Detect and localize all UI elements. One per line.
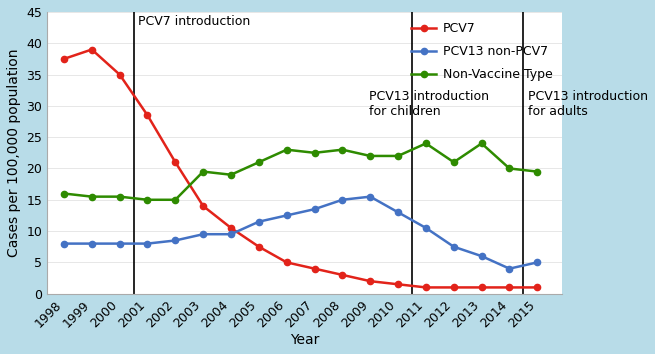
X-axis label: Year: Year bbox=[290, 333, 320, 347]
PCV7 bbox=[394, 282, 402, 286]
PCV13 non-PCV7 bbox=[88, 241, 96, 246]
PCV13 non-PCV7 bbox=[310, 207, 318, 211]
Non-Vaccine Type bbox=[394, 154, 402, 158]
Text: PCV7 introduction: PCV7 introduction bbox=[138, 15, 250, 28]
PCV7 bbox=[310, 267, 318, 271]
PCV13 non-PCV7 bbox=[477, 254, 485, 258]
PCV7 bbox=[339, 273, 346, 277]
Non-Vaccine Type bbox=[143, 198, 151, 202]
Non-Vaccine Type bbox=[310, 151, 318, 155]
PCV13 non-PCV7 bbox=[227, 232, 235, 236]
PCV13 non-PCV7 bbox=[533, 260, 541, 264]
Text: PCV13 introduction
for adults: PCV13 introduction for adults bbox=[527, 90, 648, 118]
PCV7 bbox=[477, 285, 485, 290]
PCV13 non-PCV7 bbox=[339, 198, 346, 202]
PCV7 bbox=[450, 285, 458, 290]
Non-Vaccine Type bbox=[88, 194, 96, 199]
PCV7 bbox=[366, 279, 374, 283]
PCV13 non-PCV7 bbox=[199, 232, 207, 236]
Non-Vaccine Type bbox=[366, 154, 374, 158]
PCV7 bbox=[60, 57, 68, 61]
PCV13 non-PCV7 bbox=[60, 241, 68, 246]
PCV7 bbox=[116, 73, 124, 77]
Non-Vaccine Type bbox=[172, 198, 179, 202]
Non-Vaccine Type bbox=[533, 170, 541, 174]
Text: PCV13 introduction
for children: PCV13 introduction for children bbox=[369, 90, 489, 118]
PCV7 bbox=[172, 160, 179, 164]
PCV7 bbox=[255, 245, 263, 249]
Non-Vaccine Type bbox=[339, 148, 346, 152]
PCV13 non-PCV7 bbox=[172, 238, 179, 242]
PCV7 bbox=[227, 226, 235, 230]
Non-Vaccine Type bbox=[227, 173, 235, 177]
Non-Vaccine Type bbox=[255, 160, 263, 164]
Non-Vaccine Type bbox=[506, 166, 514, 171]
PCV13 non-PCV7 bbox=[116, 241, 124, 246]
PCV7 bbox=[506, 285, 514, 290]
Non-Vaccine Type bbox=[450, 160, 458, 164]
PCV7 bbox=[143, 113, 151, 118]
PCV7 bbox=[283, 260, 291, 264]
PCV7 bbox=[88, 47, 96, 52]
PCV7 bbox=[422, 285, 430, 290]
PCV13 non-PCV7 bbox=[143, 241, 151, 246]
PCV13 non-PCV7 bbox=[255, 219, 263, 224]
Non-Vaccine Type bbox=[422, 141, 430, 145]
Y-axis label: Cases per 100,000 population: Cases per 100,000 population bbox=[7, 48, 21, 257]
Legend: PCV7, PCV13 non-PCV7, Non-Vaccine Type: PCV7, PCV13 non-PCV7, Non-Vaccine Type bbox=[407, 18, 556, 85]
Line: PCV13 non-PCV7: PCV13 non-PCV7 bbox=[61, 194, 540, 272]
PCV13 non-PCV7 bbox=[394, 210, 402, 215]
Non-Vaccine Type bbox=[116, 194, 124, 199]
PCV7 bbox=[533, 285, 541, 290]
PCV13 non-PCV7 bbox=[283, 213, 291, 218]
Non-Vaccine Type bbox=[60, 192, 68, 196]
Non-Vaccine Type bbox=[283, 148, 291, 152]
Line: PCV7: PCV7 bbox=[61, 46, 540, 291]
PCV13 non-PCV7 bbox=[366, 194, 374, 199]
Line: Non-Vaccine Type: Non-Vaccine Type bbox=[61, 140, 540, 203]
PCV13 non-PCV7 bbox=[422, 226, 430, 230]
Non-Vaccine Type bbox=[477, 141, 485, 145]
PCV13 non-PCV7 bbox=[450, 245, 458, 249]
PCV13 non-PCV7 bbox=[506, 267, 514, 271]
Non-Vaccine Type bbox=[199, 170, 207, 174]
PCV7 bbox=[199, 204, 207, 208]
